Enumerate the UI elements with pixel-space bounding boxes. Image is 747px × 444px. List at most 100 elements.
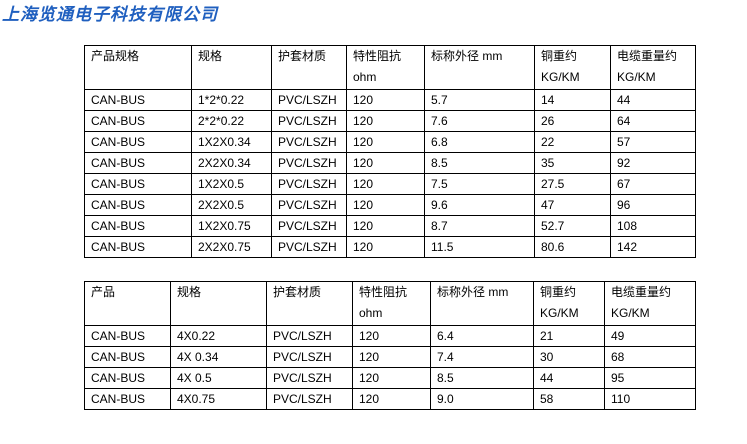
table-cell: 58 (533, 388, 605, 410)
table-cell: CAN-BUS (84, 110, 192, 132)
table-cell: 47 (534, 194, 611, 216)
table-cell: 120 (346, 152, 425, 174)
table-cell: CAN-BUS (84, 89, 192, 111)
table-cell: PVC/LSZH (271, 131, 347, 153)
table-cell: 120 (346, 131, 425, 153)
table-cell: 142 (610, 236, 696, 258)
table-cell: 108 (610, 215, 696, 237)
table-cell: CAN-BUS (84, 194, 192, 216)
table-cell: PVC/LSZH (266, 388, 353, 410)
table-cell: 120 (346, 110, 425, 132)
table-cell: 30 (533, 346, 605, 368)
table-row: CAN-BUS 4X0.75 PVC/LSZH 120 9.0 58 110 (84, 388, 696, 410)
table-cell: 2*2*0.22 (191, 110, 272, 132)
table-cell: 4X 0.34 (170, 346, 267, 368)
header-cell: 铜重约 KG/KM (534, 45, 611, 90)
table-cell: 44 (533, 367, 605, 389)
table-cell: PVC/LSZH (271, 89, 347, 111)
table-cell: CAN-BUS (84, 173, 192, 195)
table-cell: 67 (610, 173, 696, 195)
table-cell: 96 (610, 194, 696, 216)
table-row: CAN-BUS 1X2X0.34 PVC/LSZH 120 6.8 22 57 (84, 131, 696, 153)
table-cell: PVC/LSZH (271, 236, 347, 258)
table-cell: 27.5 (534, 173, 611, 195)
header-cell: 护套材质 (266, 281, 353, 326)
table-cell: 1X2X0.34 (191, 131, 272, 153)
table-cell: PVC/LSZH (266, 367, 353, 389)
table-cell: PVC/LSZH (271, 215, 347, 237)
company-name: 上海览通电子科技有限公司 (2, 5, 218, 25)
header-cell: 产品规格 (84, 45, 192, 90)
table-cell: CAN-BUS (84, 152, 192, 174)
table-cell: 9.0 (430, 388, 534, 410)
header-cell: 产品 (84, 281, 171, 326)
header-cell: 标称外径 mm (424, 45, 535, 90)
table-cell: PVC/LSZH (271, 173, 347, 195)
table-cell: 4X0.22 (170, 325, 267, 347)
table-row: CAN-BUS 1*2*0.22 PVC/LSZH 120 5.7 14 44 (84, 89, 696, 111)
table-row: CAN-BUS 2*2*0.22 PVC/LSZH 120 7.6 26 64 (84, 110, 696, 132)
table-cell: 120 (346, 194, 425, 216)
table-header-row: 产品规格 规格 护套材质 特性阻抗 ohm 标称外径 mm 铜重约 KG/KM … (84, 45, 696, 90)
table-cell: PVC/LSZH (266, 325, 353, 347)
table-cell: PVC/LSZH (271, 194, 347, 216)
table-cell: 120 (352, 325, 431, 347)
spec-table-1-body: 产品规格 规格 护套材质 特性阻抗 ohm 标称外径 mm 铜重约 KG/KM … (84, 45, 696, 258)
table-cell: 7.6 (424, 110, 535, 132)
header-cell: 护套材质 (271, 45, 347, 90)
table-cell: 92 (610, 152, 696, 174)
table-cell: 6.4 (430, 325, 534, 347)
table-row: CAN-BUS 2X2X0.5 PVC/LSZH 120 9.6 47 96 (84, 194, 696, 216)
table-cell: 1X2X0.75 (191, 215, 272, 237)
table-row: CAN-BUS 4X 0.34 PVC/LSZH 120 7.4 30 68 (84, 346, 696, 368)
table-cell: 120 (346, 173, 425, 195)
table-cell: 4X0.75 (170, 388, 267, 410)
table-cell: 11.5 (424, 236, 535, 258)
table-cell: CAN-BUS (84, 131, 192, 153)
header-cell: 电缆重量约 KG/KM (610, 45, 696, 90)
table-cell: 57 (610, 131, 696, 153)
table-cell: 21 (533, 325, 605, 347)
table-cell: CAN-BUS (84, 325, 171, 347)
table-cell: 35 (534, 152, 611, 174)
table-cell: 64 (610, 110, 696, 132)
table-cell: 110 (604, 388, 696, 410)
spec-table-2: 产品 规格 护套材质 特性阻抗 ohm 标称外径 mm 铜重约 KG/KM 电缆… (84, 281, 696, 410)
table-cell: CAN-BUS (84, 215, 192, 237)
spec-table-2-body: 产品 规格 护套材质 特性阻抗 ohm 标称外径 mm 铜重约 KG/KM 电缆… (84, 281, 696, 410)
table-cell: 120 (346, 236, 425, 258)
table-row: CAN-BUS 2X2X0.34 PVC/LSZH 120 8.5 35 92 (84, 152, 696, 174)
table-cell: 2X2X0.34 (191, 152, 272, 174)
table-cell: 8.5 (430, 367, 534, 389)
table-cell: 1X2X0.5 (191, 173, 272, 195)
table-cell: 8.5 (424, 152, 535, 174)
table-cell: 80.6 (534, 236, 611, 258)
header-cell: 规格 (170, 281, 267, 326)
table-cell: 120 (352, 346, 431, 368)
table-cell: PVC/LSZH (271, 152, 347, 174)
table-cell: 49 (604, 325, 696, 347)
table-header-row: 产品 规格 护套材质 特性阻抗 ohm 标称外径 mm 铜重约 KG/KM 电缆… (84, 281, 696, 326)
table-cell: 120 (352, 367, 431, 389)
table-cell: 7.5 (424, 173, 535, 195)
table-row: CAN-BUS 1X2X0.5 PVC/LSZH 120 7.5 27.5 67 (84, 173, 696, 195)
header-cell: 特性阻抗 ohm (352, 281, 431, 326)
table-cell: PVC/LSZH (266, 346, 353, 368)
table-cell: 2X2X0.5 (191, 194, 272, 216)
table-cell: 52.7 (534, 215, 611, 237)
table-cell: 5.7 (424, 89, 535, 111)
table-row: CAN-BUS 4X0.22 PVC/LSZH 120 6.4 21 49 (84, 325, 696, 347)
table-cell: PVC/LSZH (271, 110, 347, 132)
table-cell: 2X2X0.75 (191, 236, 272, 258)
table-cell: 4X 0.5 (170, 367, 267, 389)
table-row: CAN-BUS 2X2X0.75 PVC/LSZH 120 11.5 80.6 142 (84, 236, 696, 258)
table-cell: 14 (534, 89, 611, 111)
spec-table-1: 产品规格 规格 护套材质 特性阻抗 ohm 标称外径 mm 铜重约 KG/KM … (84, 45, 696, 258)
table-cell: 6.8 (424, 131, 535, 153)
table-cell: 8.7 (424, 215, 535, 237)
table-cell: 95 (604, 367, 696, 389)
header-cell: 铜重约 KG/KM (533, 281, 605, 326)
table-cell: 7.4 (430, 346, 534, 368)
table-cell: 22 (534, 131, 611, 153)
header-cell: 规格 (191, 45, 272, 90)
